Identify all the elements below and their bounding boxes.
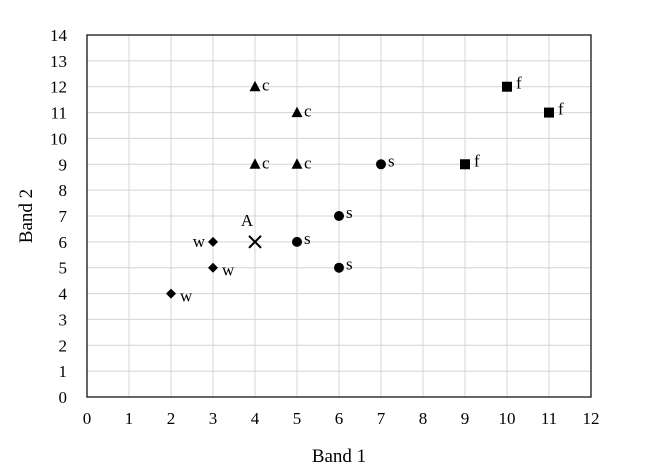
circle-marker: [292, 236, 302, 247]
y-tick-label: 0: [59, 388, 68, 407]
point-label: f: [558, 100, 564, 119]
triangle-marker: [291, 106, 303, 118]
x-tick-label: 2: [167, 409, 176, 428]
x-marker-stroke: [248, 235, 262, 249]
square-marker: [544, 107, 554, 118]
point-label: f: [516, 74, 522, 93]
y-tick-label: 13: [50, 52, 67, 71]
y-tick-label: 11: [51, 104, 67, 123]
y-tick-label: 14: [50, 26, 68, 45]
y-tick-label: 7: [59, 207, 68, 226]
y-axis-title: Band 2: [16, 189, 37, 243]
y-tick-label: 4: [59, 285, 68, 304]
x-tick-label: 11: [541, 409, 557, 428]
x-tick-label: 6: [335, 409, 344, 428]
point-label: A: [241, 211, 254, 230]
x-axis-title: Band 1: [312, 446, 366, 467]
y-tick-label: 3: [59, 310, 68, 329]
point-label: s: [346, 255, 353, 274]
y-tick-label: 10: [50, 129, 67, 148]
x-tick-label: 1: [125, 409, 134, 428]
x-tick-label: 7: [377, 409, 386, 428]
y-tick-label: 6: [59, 233, 68, 252]
square-marker: [460, 159, 470, 170]
x-tick-label: 4: [251, 409, 260, 428]
x-tick-label: 3: [209, 409, 218, 428]
point-label: s: [346, 203, 353, 222]
y-tick-label: 2: [59, 336, 68, 355]
point-label: s: [304, 229, 311, 248]
square-marker: [502, 81, 512, 92]
point-label: c: [262, 153, 270, 172]
x-tick-label: 5: [293, 409, 302, 428]
x-tick-label: 12: [583, 409, 600, 428]
point-label: w: [180, 287, 193, 306]
triangle-marker: [249, 80, 261, 92]
point-label: c: [304, 102, 312, 121]
circle-marker: [376, 159, 386, 170]
point-label: s: [388, 151, 395, 170]
x-axis-tick-labels: 0 1 2 3 4 5 6 7 8 9 10 11 12: [83, 409, 600, 428]
triangle-marker: [249, 158, 261, 169]
plot-area-frame: [86, 34, 592, 398]
x-tick-label: 8: [419, 409, 428, 428]
point-label: w: [222, 261, 235, 280]
y-tick-label: 1: [59, 362, 68, 381]
point-label: c: [304, 153, 312, 172]
y-tick-label: 8: [59, 181, 68, 200]
diamond-marker: [208, 236, 218, 247]
y-tick-label: 12: [50, 78, 67, 97]
diamond-marker: [208, 262, 218, 273]
y-tick-label: 9: [59, 155, 68, 174]
point-label: c: [262, 76, 270, 95]
x-tick-label: 9: [461, 409, 470, 428]
x-tick-label: 0: [83, 409, 92, 428]
triangle-marker: [291, 158, 303, 169]
point-label: f: [474, 151, 480, 170]
x-tick-label: 10: [499, 409, 516, 428]
point-label: w: [193, 232, 206, 251]
diamond-marker: [166, 288, 176, 299]
circle-marker: [334, 262, 344, 273]
circle-marker: [334, 211, 344, 221]
y-tick-label: 5: [59, 259, 68, 278]
